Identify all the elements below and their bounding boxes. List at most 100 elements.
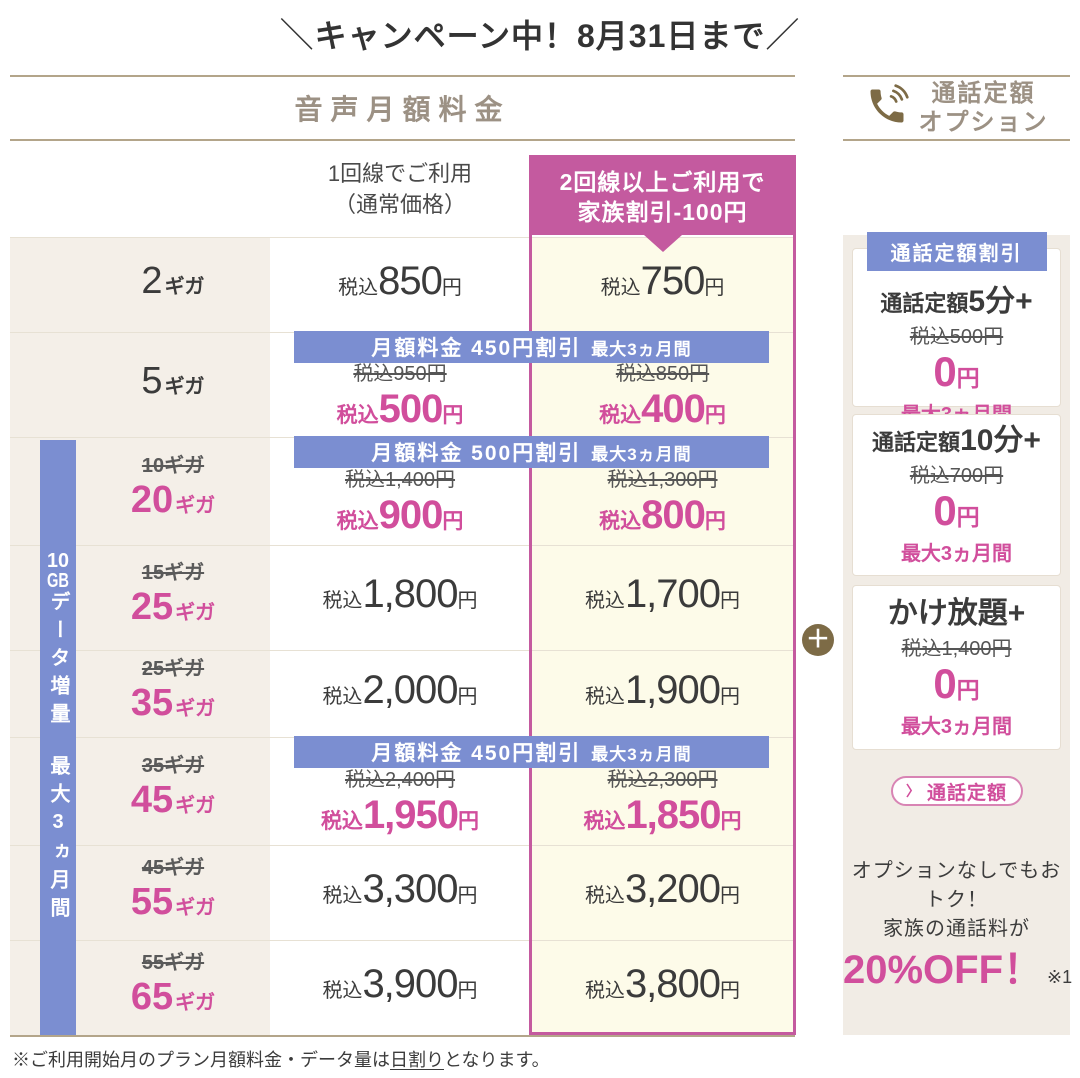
option-title: 通話定額10分+ (872, 424, 1041, 463)
call-fee-link-button[interactable]: 〉 通話定額 (890, 776, 1023, 806)
discounted-price: 税込1,950円 (321, 793, 479, 846)
price: 税込3,200円 (585, 867, 740, 920)
yen-suffix: 円 (720, 589, 741, 612)
price: 税込1,900円 (585, 668, 740, 721)
yen-suffix: 円 (704, 276, 725, 299)
old-plan-size: 35ギガ (141, 755, 205, 777)
footnote-underlined: 日割り (390, 1050, 444, 1070)
regular-price-cell: 税込3,300円 (270, 846, 530, 940)
plan-name: 45 ギガ (131, 779, 215, 829)
tax-prefix: 税込 (322, 589, 363, 612)
plan-size: 20 (130, 479, 174, 521)
discount-banner-period: 最大3ヵ月間 (591, 444, 692, 464)
chevron-right-icon: 〉 (905, 783, 920, 799)
table-row: 月額料金 450円割引 最大3ヵ月間 5 ギガ 税込950円 税込500円 税込8… (10, 331, 795, 440)
option-card-5min: 通話定額5分+ 税込500円 0円 最大3ヵ月間 (852, 248, 1061, 426)
price: 税込3,900円 (322, 962, 477, 1015)
yen-suffix: 円 (442, 510, 464, 533)
tax-prefix: 税込 (584, 685, 625, 708)
price-amount: 1,700 (624, 571, 721, 616)
yen-suffix: 円 (704, 510, 726, 533)
call-option-panel: 通話定額割引 通話定額5分+ 税込500円 0円 最大3ヵ月間 通話定額10分+… (843, 232, 1072, 1035)
call-option-title: 通話定額 オプション (919, 79, 1049, 137)
tax-prefix: 税込 (584, 589, 625, 612)
old-plan-size: 10ギガ (141, 455, 205, 477)
discounted-price: 税込900円 (337, 493, 464, 546)
zero-price: 0円 (933, 490, 979, 542)
tax-prefix: 税込 (600, 276, 641, 299)
promo-line2: 家族の通話料が (883, 918, 1030, 940)
promo-highlight: 20%OFF！ (843, 948, 1044, 992)
price-amount: 750 (640, 258, 706, 303)
yen-suffix: 円 (458, 810, 480, 833)
old-plan-size: 45ギガ (141, 856, 205, 879)
regular-price-cell: 税込2,000円 (270, 651, 530, 737)
discounted-price: 税込400円 (599, 387, 726, 440)
discount-banner-text: 月額料金 450円割引 (371, 742, 582, 765)
old-price: 税込950円 (353, 362, 447, 385)
family-price-cell: 税込3,200円 (530, 846, 795, 940)
price: 税込750円 (601, 259, 725, 312)
family-price-cell: 税込3,800円 (530, 941, 795, 1036)
plan-name: 35 ギガ (131, 682, 215, 732)
price: 税込1,800円 (322, 572, 477, 625)
plan-size: 2 (141, 260, 163, 302)
col1-header-line2: （通常価格） (333, 192, 466, 217)
plan-label: 5 ギガ (10, 333, 270, 437)
price: 税込1,700円 (585, 572, 740, 625)
plan-name: 65 ギガ (131, 976, 215, 1026)
option-highlight: 5分+ (968, 285, 1033, 318)
old-plan-size: 55ギガ (141, 952, 205, 974)
footnote-post: となります。 (444, 1050, 550, 1070)
option-highlight: かけ放題+ (887, 596, 1026, 630)
old-price: 税込1,400円 (344, 469, 456, 491)
old-price: 税込1,300円 (607, 469, 718, 491)
plan-unit: ギガ (175, 992, 216, 1014)
table-bottom-divider (10, 1035, 795, 1037)
table-row: 25ギガ 35 ギガ 税込2,000円 税込1,900円 (10, 651, 795, 738)
tax-prefix: 税込 (336, 403, 379, 427)
price-amount: 3,900 (362, 962, 458, 1006)
option-highlight: 10分+ (960, 424, 1041, 457)
family-header-line1: 2回線以上ご利用で (559, 168, 766, 195)
plan-unit: ギガ (175, 896, 216, 919)
discount-banner-period: 最大3ヵ月間 (591, 339, 692, 359)
slash-right-decoration: ／ (765, 17, 801, 55)
price-amount: 3,300 (362, 866, 458, 911)
call-option-header-band: 通話定額 オプション (843, 75, 1070, 141)
zero-amount: 0 (933, 659, 957, 707)
voice-fee-header-band: 音声月額料金 (10, 75, 795, 141)
data-increase-label: データ増量 (47, 590, 69, 731)
old-price: 税込2,400円 (344, 769, 456, 791)
option-name: 通話定額 (872, 430, 961, 455)
data-unit: GB (47, 570, 69, 591)
price-amount: 800 (641, 493, 706, 537)
tax-prefix: 税込 (322, 980, 363, 1002)
yen-suffix: 円 (720, 884, 741, 907)
campaign-title: ＼キャンペーン中！8月31日まで／ (0, 8, 1080, 57)
footnote-pre: ※ご利用開始月のプラン月額料金・データ量は (12, 1050, 390, 1070)
regular-price-cell: 税込3,900円 (270, 941, 530, 1036)
yen-suffix: 円 (442, 403, 464, 427)
plus-glyph: ＋ (806, 626, 830, 653)
family-price-cell: 税込750円 (530, 238, 795, 332)
discount-banner-period: 最大3ヵ月間 (591, 744, 692, 764)
tax-prefix: 税込 (338, 276, 379, 299)
price: 税込3,300円 (322, 867, 477, 920)
data-amount: 10 (47, 550, 69, 571)
old-option-price: 税込1,400円 (901, 637, 1012, 660)
tax-prefix: 税込 (584, 884, 625, 907)
call-option-title-line2: オプション (918, 109, 1049, 136)
plan-size: 65 (130, 976, 174, 1018)
discount-banner: 月額料金 500円割引 最大3ヵ月間 (294, 436, 769, 468)
yen-suffix: 円 (441, 276, 462, 299)
tax-prefix: 税込 (336, 510, 379, 533)
table-row: 15ギガ 25 ギガ 税込1,800円 税込1,700円 (10, 546, 795, 651)
yen-suffix: 円 (956, 504, 980, 530)
tax-prefix: 税込 (584, 980, 625, 1002)
discounted-price: 税込800円 (599, 493, 726, 546)
data-increase-banner-text: 10GBデータ増量最大3ヵ月間 (40, 551, 76, 925)
plan-unit: ギガ (175, 795, 216, 817)
data-increase-banner: 10GBデータ増量最大3ヵ月間 (40, 440, 76, 1035)
